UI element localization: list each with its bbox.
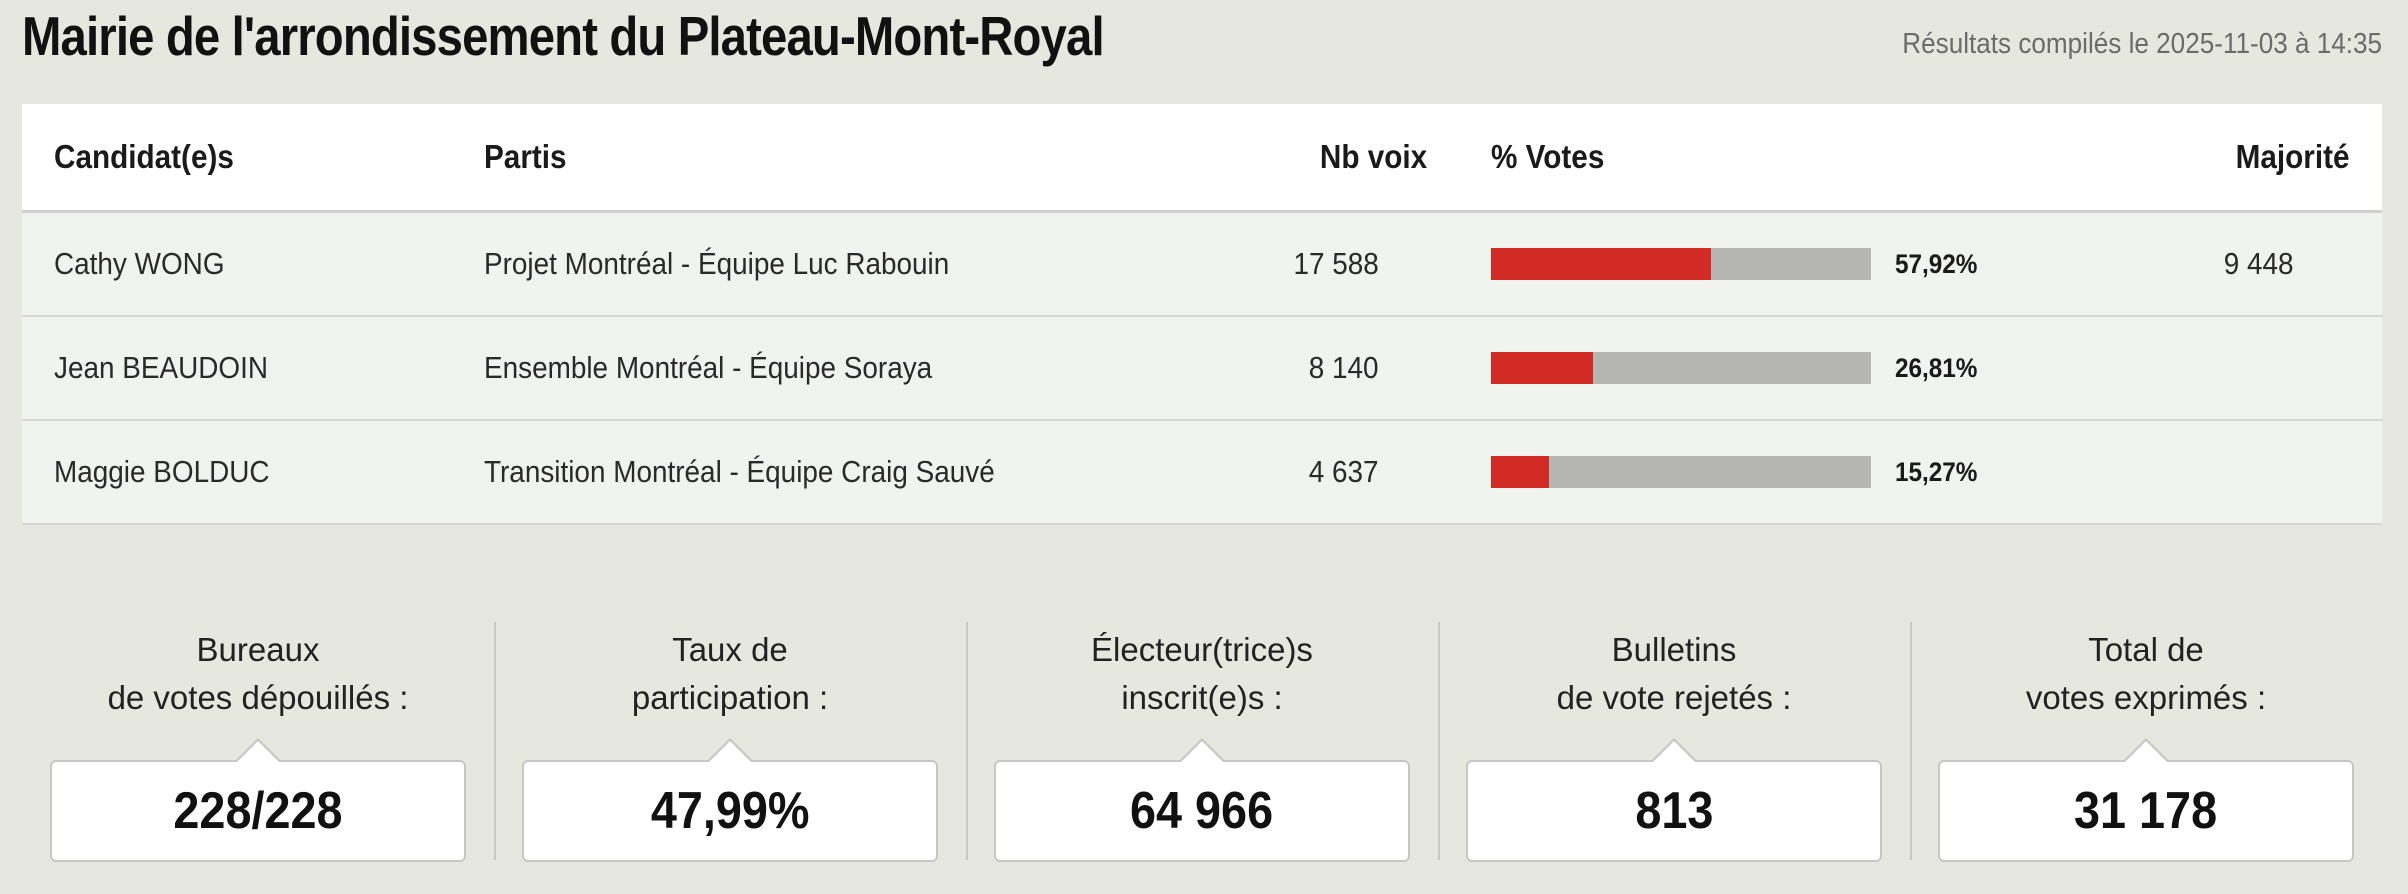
table-row: Maggie BOLDUC Transition Montréal - Équip…: [22, 420, 2382, 525]
vote-share: 57,92%: [1427, 211, 1987, 317]
page-header: Mairie de l'arrondissement du Plateau-Mo…: [22, 0, 2386, 100]
stat-label-line-1: Bulletins: [1611, 631, 1737, 668]
results-table: Candidat(e)s Partis Nb voix % Votes Majo…: [22, 104, 2382, 525]
vote-share-bar-fill: [1491, 456, 1550, 488]
compiled-timestamp: Résultats compilés le 2025-11-03 à 14:35: [1902, 28, 2382, 60]
stat-panel: Total de votes exprimés : 31 178: [1910, 620, 2382, 870]
stat-panel: Bulletins de vote rejetés : 813: [1438, 620, 1910, 870]
vote-share-percent: 57,92%: [1895, 248, 1978, 279]
column-header-candidates: Candidat(e)s: [22, 104, 452, 213]
vote-share-bar: [1491, 352, 1872, 384]
majority: 9 448: [1987, 211, 2382, 317]
stat-label-line-1: Total de: [2088, 631, 2204, 668]
page-title: Mairie de l'arrondissement du Plateau-Mo…: [22, 5, 1105, 67]
stat-label-line-2: de vote rejetés :: [1556, 679, 1792, 716]
stat-value: 31 178: [2074, 782, 2218, 840]
stat-label: Taux de participation :: [494, 626, 966, 722]
vote-share-bar: [1491, 456, 1872, 488]
stat-label: Électeur(trice)s inscrit(e)s :: [966, 626, 1438, 722]
stat-value-box: 47,99%: [522, 738, 938, 862]
stat-label: Bureaux de votes dépouillés :: [22, 626, 494, 722]
summary-stats: Bureaux de votes dépouillés : 228/228 Taux …: [22, 620, 2382, 870]
stat-value-box: 31 178: [1938, 738, 2354, 862]
pointer-arrow: [1178, 738, 1226, 763]
vote-share-bar: [1491, 248, 1872, 280]
stat-value-box: 64 966: [994, 738, 1410, 862]
stat-value: 64 966: [1130, 782, 1274, 840]
vote-share-bar-fill: [1491, 352, 1593, 384]
stat-label-line-2: inscrit(e)s :: [1121, 679, 1283, 716]
party-name: Ensemble Montréal - Équipe Soraya: [452, 316, 1172, 421]
stat-value: 813: [1634, 782, 1714, 840]
vote-count: 17 588: [1172, 211, 1427, 317]
vote-share-percent: 26,81%: [1895, 352, 1978, 383]
pointer-arrow: [1650, 738, 1698, 763]
pointer-arrow: [234, 738, 282, 763]
stat-panel: Électeur(trice)s inscrit(e)s : 64 966: [966, 620, 1438, 870]
vote-count: 4 637: [1172, 420, 1427, 525]
pointer-arrow: [706, 738, 754, 763]
stat-value: 47,99%: [650, 782, 810, 840]
stat-value: 228/228: [173, 782, 343, 840]
stat-label: Total de votes exprimés :: [1910, 626, 2382, 722]
stat-panel: Bureaux de votes dépouillés : 228/228: [22, 620, 494, 870]
column-header-parties: Partis: [452, 104, 1172, 213]
vote-count: 8 140: [1172, 316, 1427, 421]
vote-share-percent: 15,27%: [1895, 456, 1978, 487]
pointer-arrow: [2122, 738, 2170, 763]
stat-value-box: 228/228: [50, 738, 466, 862]
column-header-votes: Nb voix: [1172, 104, 1427, 213]
candidate-name: Maggie BOLDUC: [22, 420, 452, 525]
stat-label-line-1: Bureaux: [196, 631, 320, 668]
party-name: Projet Montréal - Équipe Luc Rabouin: [452, 211, 1172, 317]
table-header-row: Candidat(e)s Partis Nb voix % Votes Majo…: [22, 104, 2382, 213]
vote-share-bar-fill: [1491, 248, 1712, 280]
stat-label-line-2: participation :: [631, 679, 829, 716]
vote-share: 15,27%: [1427, 420, 1987, 525]
stat-panel: Taux de participation : 47,99%: [494, 620, 966, 870]
candidate-name: Cathy WONG: [22, 211, 452, 317]
stat-label-line-1: Taux de: [672, 631, 788, 668]
column-header-percent: % Votes: [1427, 104, 1987, 213]
table-row: Jean BEAUDOIN Ensemble Montréal - Équipe …: [22, 316, 2382, 421]
column-header-majority: Majorité: [1987, 104, 2382, 213]
majority: [1987, 316, 2382, 421]
stat-label-line-1: Électeur(trice)s: [1091, 631, 1313, 668]
party-name: Transition Montréal - Équipe Craig Sauvé: [452, 420, 1172, 525]
stat-value-box: 813: [1466, 738, 1882, 862]
vote-share: 26,81%: [1427, 316, 1987, 421]
table-row: Cathy WONG Projet Montréal - Équipe Luc R…: [22, 211, 2382, 317]
stat-label: Bulletins de vote rejetés :: [1438, 626, 1910, 722]
stat-label-line-2: de votes dépouillés :: [107, 679, 409, 716]
majority: [1987, 420, 2382, 525]
candidate-name: Jean BEAUDOIN: [22, 316, 452, 421]
stat-label-line-2: votes exprimés :: [2025, 679, 2267, 716]
